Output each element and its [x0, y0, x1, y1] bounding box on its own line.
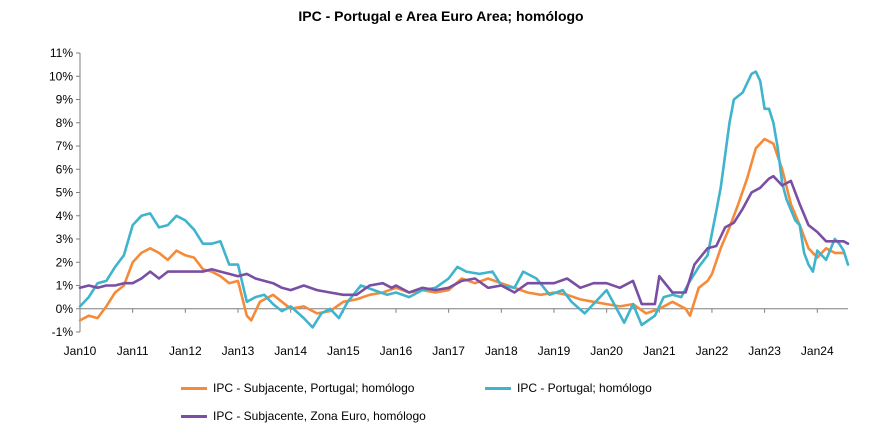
- x-tick-label: Jan14: [274, 344, 307, 358]
- y-tick-label: 7%: [56, 139, 74, 153]
- legend-entry-subjacente-zona-euro: IPC - Subjacente, Zona Euro, homólogo: [181, 409, 426, 423]
- x-tick-label: Jan15: [327, 344, 360, 358]
- legend-label-subjacente-portugal: IPC - Subjacente, Portugal; homólogo: [213, 381, 415, 395]
- legend-entry-subjacente-portugal: IPC - Subjacente, Portugal; homólogo: [181, 381, 414, 395]
- y-tick-label: 1%: [56, 279, 74, 293]
- y-tick-label: 2%: [56, 255, 74, 269]
- y-tick-label: 6%: [56, 162, 74, 176]
- y-tick-label: 3%: [56, 232, 74, 246]
- x-tick-label: Jan22: [696, 344, 729, 358]
- x-tick-label: Jan19: [538, 344, 571, 358]
- y-tick-label: 10%: [49, 69, 73, 83]
- y-tick-label: 5%: [56, 186, 74, 200]
- y-tick-label: 11%: [50, 46, 73, 60]
- x-tick-label: Jan16: [380, 344, 413, 358]
- x-tick-label: Jan21: [643, 344, 676, 358]
- y-tick-label: 4%: [56, 209, 74, 223]
- x-tick-label: Jan11: [117, 344, 149, 358]
- legend-label-ipc-portugal: IPC - Portugal; homólogo: [517, 381, 652, 395]
- legend-swatch-subjacente-zona-euro: [181, 414, 207, 418]
- legend-entry-ipc-portugal: IPC - Portugal; homólogo: [485, 381, 652, 395]
- y-tick-label: 0%: [56, 302, 74, 316]
- x-tick-label: Jan13: [222, 344, 255, 358]
- y-tick-label: -1%: [52, 325, 74, 339]
- x-tick-label: Jan10: [64, 344, 97, 358]
- series-line-1: [78, 70, 850, 329]
- legend-label-subjacente-zona-euro: IPC - Subjacente, Zona Euro, homólogo: [213, 409, 426, 423]
- x-tick-label: Jan18: [485, 344, 518, 358]
- x-tick-label: Jan12: [169, 344, 202, 358]
- x-tick-label: Jan24: [801, 344, 834, 358]
- x-tick-label: Jan20: [590, 344, 623, 358]
- x-tick-label: Jan17: [432, 344, 465, 358]
- legend-swatch-subjacente-portugal: [181, 386, 207, 390]
- x-tick-label: Jan23: [748, 344, 781, 358]
- y-tick-label: 9%: [56, 93, 74, 107]
- chart-title: IPC - Portugal e Area Euro Area; homólog…: [298, 8, 584, 24]
- legend-swatch-ipc-portugal: [485, 386, 511, 390]
- y-tick-label: 8%: [56, 116, 74, 130]
- series-line-2: [78, 174, 850, 306]
